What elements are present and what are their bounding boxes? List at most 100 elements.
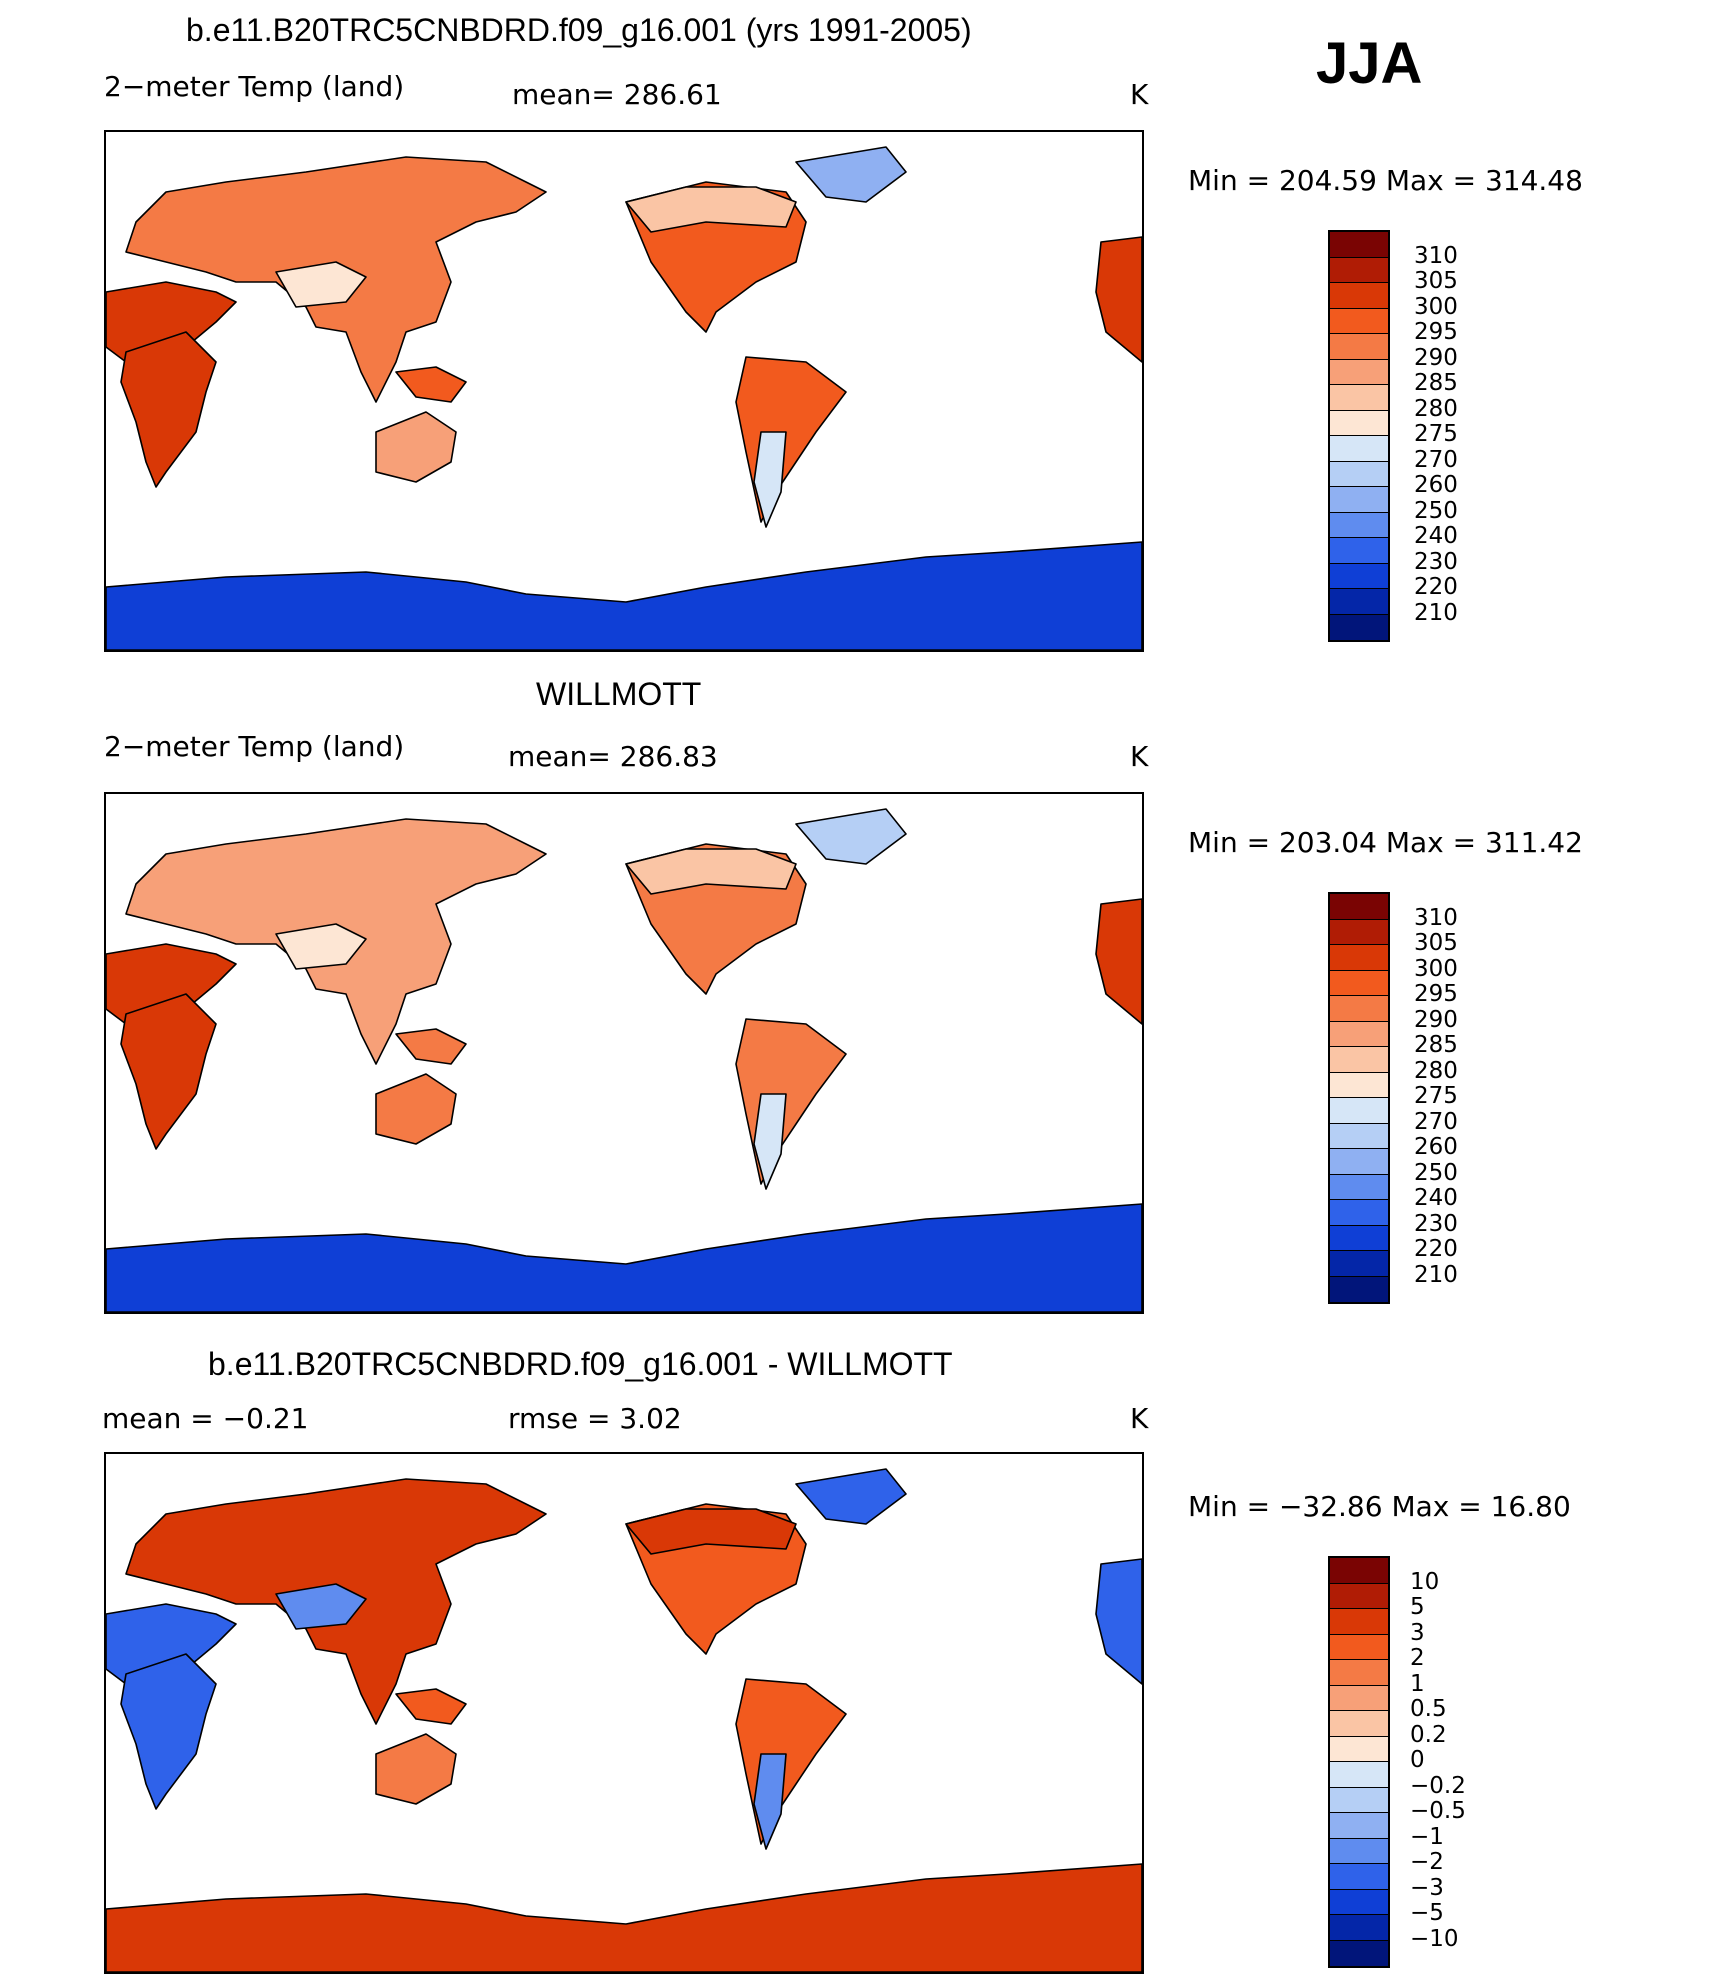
landmass-seasia <box>395 366 467 403</box>
colorbar-swatch <box>1330 1072 1388 1098</box>
colorbar-swatch <box>1330 945 1388 971</box>
panel-2-title: WILLMOTT <box>536 676 702 712</box>
colorbar-swatch <box>1330 334 1388 360</box>
landmass-patagonia <box>753 1093 787 1190</box>
panel-1-variable: 2−meter Temp (land) <box>104 70 405 103</box>
colorbar-tick-label: 240 <box>1414 1185 1458 1211</box>
colorbar-swatch <box>1330 1251 1388 1277</box>
colorbar-tick-label: 5 <box>1410 1594 1425 1620</box>
colorbar-swatch <box>1330 1047 1388 1073</box>
panel-2-colorbar <box>1328 892 1390 1304</box>
colorbar-swatch <box>1330 1609 1388 1635</box>
panel-1-units: K <box>1130 78 1149 111</box>
colorbar-tick-label: 3 <box>1410 1619 1425 1646</box>
colorbar-swatch <box>1330 1940 1388 1966</box>
panel-1-mean: mean= 286.61 <box>512 78 722 111</box>
colorbar-swatch <box>1330 1813 1388 1839</box>
landmass-greenland <box>795 1468 907 1525</box>
map-canvas <box>106 808 1142 1312</box>
landmass-patagonia <box>753 431 787 528</box>
panel-3-minmax: Min = −32.86 Max = 16.80 <box>1188 1490 1571 1523</box>
colorbar-tick-label: −0.5 <box>1410 1798 1466 1824</box>
colorbar-tick-label: 300 <box>1414 955 1458 982</box>
colorbar-swatch <box>1330 1736 1388 1762</box>
panel-3-mean: mean = −0.21 <box>102 1402 309 1435</box>
colorbar-tick-label: 290 <box>1414 1006 1458 1033</box>
colorbar-tick-label: −10 <box>1410 1925 1459 1952</box>
colorbar-swatch <box>1330 461 1388 487</box>
colorbar-swatch <box>1330 283 1388 309</box>
colorbar-tick-label: 220 <box>1414 574 1458 600</box>
colorbar-swatch <box>1330 538 1388 564</box>
panel-3-map <box>104 1452 1144 1974</box>
colorbar-tick-label: 260 <box>1414 472 1458 498</box>
colorbar-swatch <box>1330 1123 1388 1149</box>
colorbar-swatch <box>1330 1200 1388 1226</box>
colorbar-tick-label: 0.2 <box>1410 1721 1447 1748</box>
landmass-antarctica <box>106 1863 1142 1972</box>
colorbar-tick-label: 210 <box>1414 599 1458 626</box>
landmass-canada <box>625 848 797 895</box>
panel-3-units: K <box>1130 1402 1149 1435</box>
landmass-africa_e <box>1095 898 1142 1025</box>
panel-1-map <box>104 130 1144 652</box>
landmass-canada <box>625 186 797 233</box>
colorbar-tick-label: 250 <box>1414 497 1458 524</box>
colorbar-tick-label: 305 <box>1414 268 1458 294</box>
colorbar-swatch <box>1330 1711 1388 1737</box>
panel-2-minmax: Min = 203.04 Max = 311.42 <box>1188 826 1583 859</box>
colorbar-swatch <box>1330 919 1388 945</box>
colorbar-tick-label: 230 <box>1414 548 1458 575</box>
landmass-canada <box>625 1508 797 1555</box>
colorbar-tick-label: 230 <box>1414 1210 1458 1237</box>
season-label: JJA <box>1316 31 1423 96</box>
panel-1-minmax: Min = 204.59 Max = 314.48 <box>1188 164 1583 197</box>
colorbar-swatch <box>1330 359 1388 385</box>
landmass-africa_e <box>1095 1558 1142 1685</box>
landmass-seasia <box>395 1688 467 1725</box>
colorbar-swatch <box>1330 894 1388 920</box>
colorbar-swatch <box>1330 1583 1388 1609</box>
colorbar-tick-label: −3 <box>1410 1874 1444 1901</box>
colorbar-swatch <box>1330 1915 1388 1941</box>
colorbar-tick-label: 2 <box>1410 1645 1425 1671</box>
landmass-southam <box>735 356 847 523</box>
colorbar-tick-label: 310 <box>1414 904 1458 931</box>
colorbar-swatch <box>1330 1634 1388 1660</box>
landmass-southam <box>735 1678 847 1845</box>
colorbar-tick-label: 300 <box>1414 293 1458 320</box>
colorbar-swatch <box>1330 232 1388 258</box>
colorbar-swatch <box>1330 1558 1388 1584</box>
landmass-africa_s <box>120 331 217 488</box>
panel-1-colorbar <box>1328 230 1390 642</box>
map-canvas <box>106 146 1142 650</box>
colorbar-swatch <box>1330 1098 1388 1124</box>
panel-3-colorbar <box>1328 1556 1390 1968</box>
landmass-africa_s <box>120 993 217 1150</box>
colorbar-tick-label: −1 <box>1410 1823 1444 1850</box>
landmass-asia_highland <box>275 261 367 308</box>
colorbar-swatch <box>1330 512 1388 538</box>
colorbar-tick-label: 310 <box>1414 242 1458 269</box>
colorbar-swatch <box>1330 1889 1388 1915</box>
landmass-australia <box>375 1733 457 1805</box>
panel-2-variable: 2−meter Temp (land) <box>104 730 405 763</box>
colorbar-tick-label: 290 <box>1414 344 1458 371</box>
colorbar-tick-label: 280 <box>1414 1057 1458 1084</box>
colorbar-swatch <box>1330 410 1388 436</box>
panel-2-units: K <box>1130 740 1149 773</box>
colorbar-swatch <box>1330 996 1388 1022</box>
landmass-africa_e <box>1095 236 1142 363</box>
colorbar-swatch <box>1330 1787 1388 1813</box>
colorbar-swatch <box>1330 257 1388 283</box>
colorbar-swatch <box>1330 1174 1388 1200</box>
landmass-greenland <box>795 146 907 203</box>
colorbar-tick-label: 210 <box>1414 1261 1458 1288</box>
colorbar-tick-label: 240 <box>1414 523 1458 549</box>
colorbar-swatch <box>1330 1276 1388 1302</box>
colorbar-swatch <box>1330 436 1388 462</box>
colorbar-swatch <box>1330 589 1388 615</box>
colorbar-swatch <box>1330 614 1388 640</box>
panel-2-map <box>104 792 1144 1314</box>
colorbar-swatch <box>1330 1660 1388 1686</box>
